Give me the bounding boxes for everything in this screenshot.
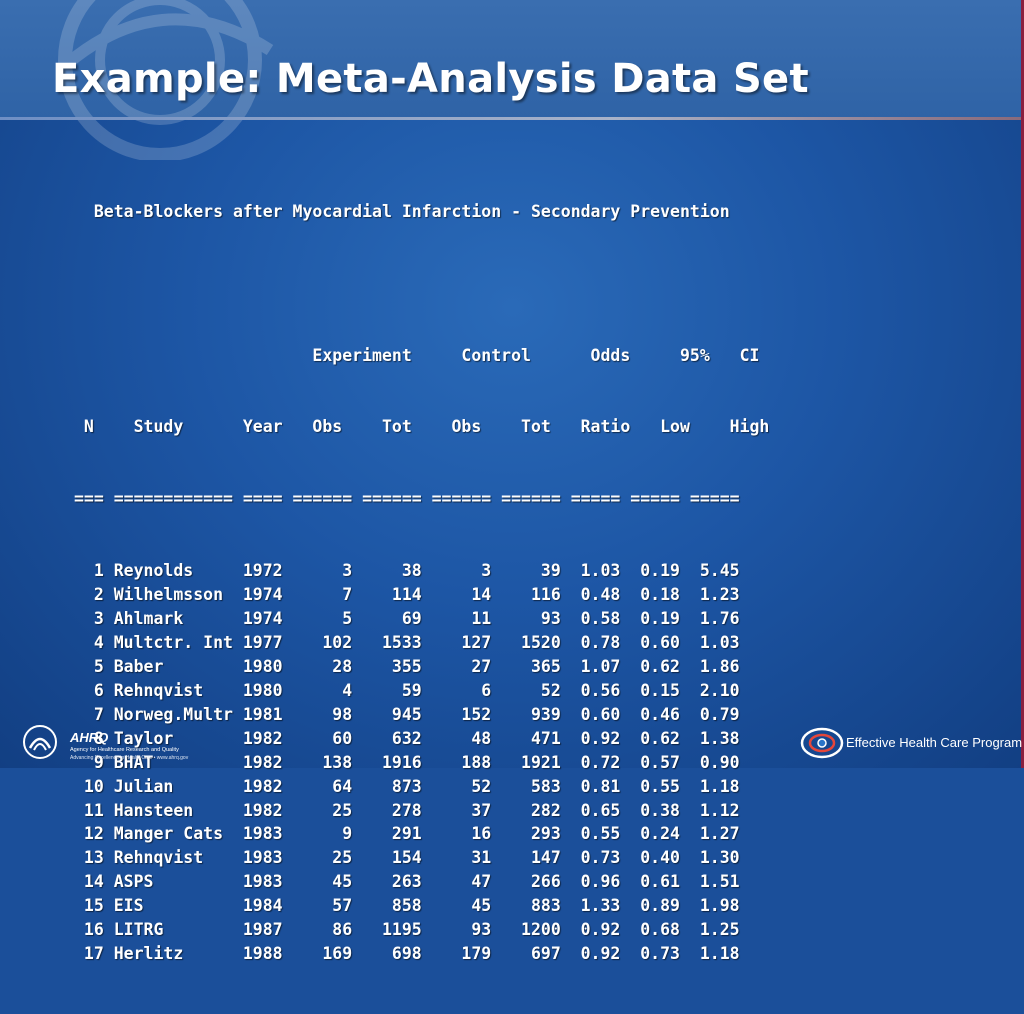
table-row: 3 Ahlmark 1974 5 69 11 93 0.58 0.19 1.76 bbox=[74, 609, 740, 628]
table-separator: === ============ ==== ====== ====== ====… bbox=[74, 489, 740, 509]
table-row: 1 Reynolds 1972 3 38 3 39 1.03 0.19 5.45 bbox=[74, 561, 740, 581]
slide-background: Example: Meta-Analysis Data Set Beta-Blo… bbox=[0, 0, 1024, 963]
table-group-header: Experiment Control Odds 95% CI bbox=[74, 345, 760, 365]
program-name: Effective Health Care Program bbox=[846, 735, 1023, 750]
table-row: 15 EIS 1984 57 858 45 883 1.33 0.89 1.98 bbox=[74, 896, 740, 916]
table-row: 17 Herlitz 1988 169 698 179 697 0.92 0.7… bbox=[74, 944, 740, 964]
table-row: 8 Taylor 1982 60 632 48 471 0.92 0.62 1.… bbox=[74, 728, 740, 748]
table-row: 12 Manger Cats 1983 9 291 16 293 0.55 0.… bbox=[74, 824, 740, 844]
table-row: 4 Multctr. Int 1977 102 1533 127 1520 0.… bbox=[74, 632, 740, 652]
meta-analysis-data-table: Beta-Blockers after Myocardial Infarctio… bbox=[74, 152, 769, 1014]
header-divider bbox=[0, 117, 1024, 120]
table-row: 10 Julian 1982 64 873 52 583 0.81 0.55 1… bbox=[74, 776, 740, 796]
effective-health-care-logo-icon bbox=[800, 727, 844, 759]
table-caption: Beta-Blockers after Myocardial Infarctio… bbox=[74, 201, 730, 221]
table-row: 6 Rehnqvist 1980 4 59 6 52 0.56 0.15 2.1… bbox=[74, 680, 740, 700]
table-row: 16 LITRG 1987 86 1195 93 1200 0.92 0.68 … bbox=[74, 920, 740, 940]
ahrq-name: Agency for Healthcare Research and Quali… bbox=[70, 747, 179, 753]
table-row: 5 Baber 1980 28 355 27 365 1.07 0.62 1.8… bbox=[74, 656, 740, 676]
table-row: 13 Rehnqvist 1983 25 154 31 147 0.73 0.4… bbox=[74, 848, 740, 868]
table-row: 2 Wilhelmsson 1974 7 114 14 116 0.48 0.1… bbox=[74, 585, 740, 605]
ahrq-tagline: Advancing Excellence in Health Care • ww… bbox=[70, 755, 189, 761]
hhs-eagle-logo-icon bbox=[23, 725, 57, 759]
slide-header-band bbox=[0, 0, 1024, 118]
table-body: 1 Reynolds 1972 3 38 3 39 1.03 0.19 5.45… bbox=[74, 559, 769, 966]
table-row: 7 Norweg.Multr 1981 98 945 152 939 0.60 … bbox=[74, 704, 740, 724]
swirl-watermark-icon bbox=[55, 0, 274, 160]
table-column-header: N Study Year Obs Tot Obs Tot Ratio Low H… bbox=[74, 417, 770, 437]
table-row: 9 BHAT 1982 138 1916 188 1921 0.72 0.57 … bbox=[74, 752, 740, 772]
table-blank-line bbox=[74, 272, 769, 296]
right-edge-accent bbox=[1021, 0, 1024, 768]
ahrq-logo-text: AHRQ bbox=[70, 730, 109, 745]
table-row: 14 ASPS 1983 45 263 47 266 0.96 0.61 1.5… bbox=[74, 872, 740, 892]
table-row: 11 Hansteen 1982 25 278 37 282 0.65 0.38… bbox=[74, 800, 740, 820]
slide-title: Example: Meta-Analysis Data Set bbox=[52, 56, 809, 102]
